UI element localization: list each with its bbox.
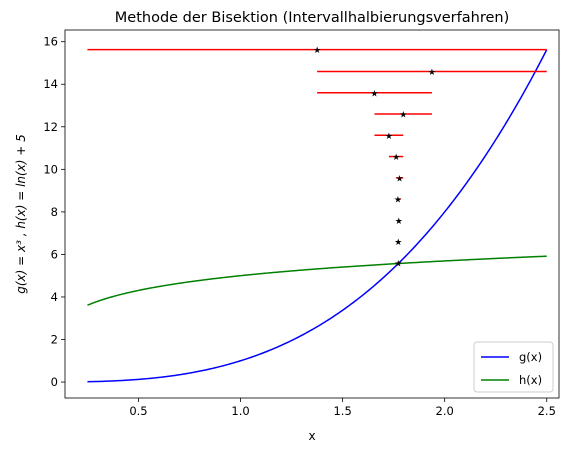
y-tick-label-8: 16 [43, 35, 58, 49]
series-line-gx [87, 49, 548, 383]
x-tick-label-1: 1.0 [231, 404, 249, 418]
x-axis-label: x [308, 429, 315, 443]
y-tick-label-4: 8 [51, 205, 58, 219]
series-line-hx [87, 255, 547, 306]
y-tick-label-2: 4 [51, 290, 58, 304]
x-tick-label-0: 0.5 [129, 404, 147, 418]
legend-label-h: h(x) [519, 373, 542, 387]
x-tick-label-3: 2.0 [436, 404, 454, 418]
midpoint-star-2: ★ [370, 89, 378, 99]
midpoint-star-0: ★ [313, 46, 321, 56]
plot-layer: ★ ★ ★ ★ ★ ★ ★ ★ ★ ★ ★ [87, 46, 548, 383]
y-tick-label-0: 0 [51, 375, 58, 389]
x-tick-label-2: 1.5 [333, 404, 351, 418]
chart-title: Methode der Bisektion (Intervallhalbieru… [115, 10, 509, 26]
legend-label-g: g(x) [519, 350, 542, 364]
y-tick-label-7: 14 [43, 77, 58, 91]
midpoint-star-7: ★ [394, 196, 402, 206]
y-tick-label-6: 12 [43, 120, 58, 134]
y-axis-label: g(x) = x³ , h(x) = ln(x) + 5 [14, 134, 28, 294]
y-tick-label-1: 2 [51, 333, 58, 347]
midpoint-star-3: ★ [399, 111, 407, 121]
y-tick-label-3: 6 [51, 247, 58, 261]
x-axis: 0.5 1.0 1.5 2.0 2.5 [129, 398, 556, 418]
midpoint-star-8: ★ [395, 217, 403, 227]
y-tick-label-5: 10 [43, 162, 58, 176]
y-axis: 0 2 4 6 8 10 12 14 16 [43, 35, 65, 389]
plot-area [64, 29, 560, 399]
legend: g(x) h(x) [473, 341, 554, 393]
midpoint-star-5: ★ [392, 153, 400, 163]
x-tick-label-4: 2.5 [538, 404, 556, 418]
midpoint-star-6: ★ [396, 174, 404, 184]
midpoint-star-1: ★ [428, 68, 436, 78]
midpoint-star-4: ★ [385, 132, 393, 142]
midpoint-star-10: ★ [394, 259, 402, 269]
midpoint-star-9: ★ [394, 238, 402, 248]
